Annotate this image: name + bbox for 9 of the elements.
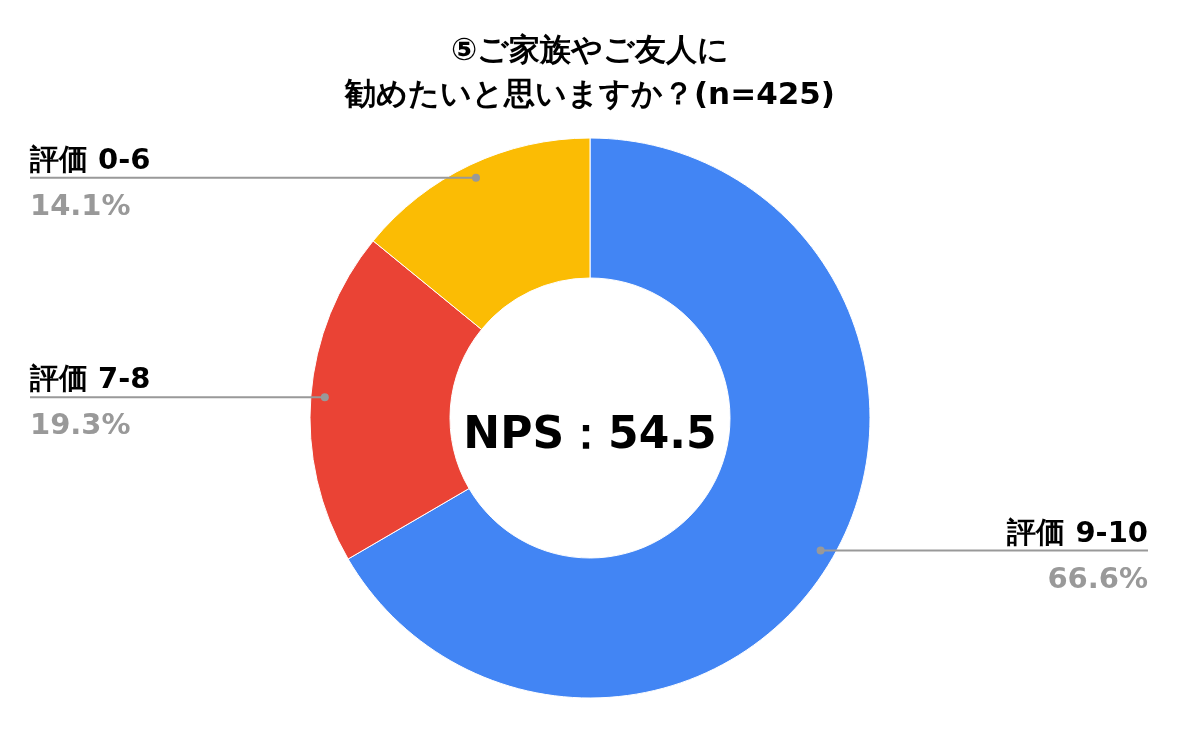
annotation: NPS：54.5 — [463, 407, 717, 458]
slice-label: 評価 7-8 — [29, 361, 151, 396]
slice-label: 評価 0-6 — [29, 141, 151, 176]
title: ⑤ご家族やご友人に — [450, 31, 730, 67]
data-label: 14.1% — [30, 187, 131, 222]
data-label: 66.6% — [1047, 560, 1148, 595]
subtitle: 勧めたいと思いますか？(n=425) — [344, 75, 836, 111]
slice-label: 評価 9-10 — [1006, 514, 1148, 549]
data-label: 19.3% — [30, 407, 131, 442]
